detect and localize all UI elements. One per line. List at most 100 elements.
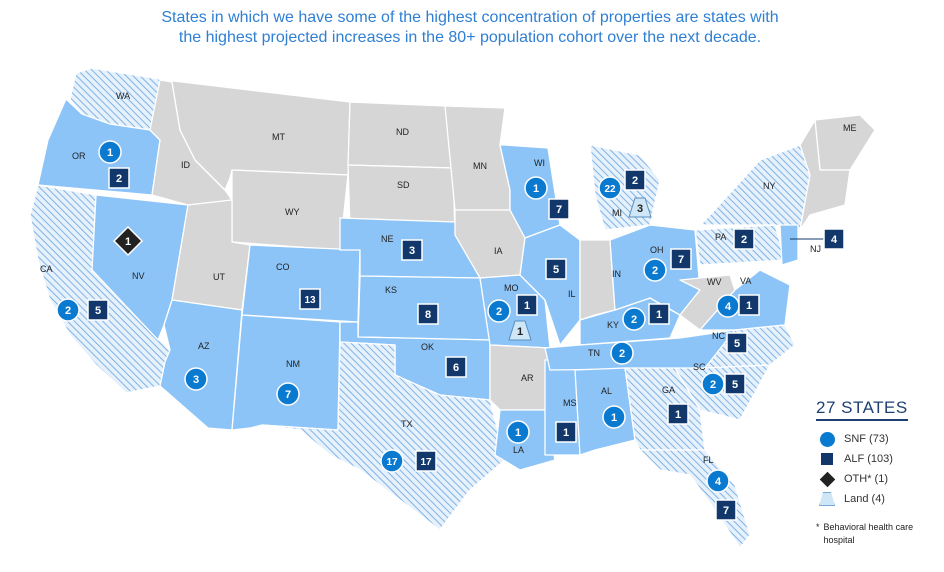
state-fl	[639, 449, 751, 549]
marker-value: 17	[386, 457, 398, 468]
land-icon	[819, 492, 835, 506]
marker-oh-alf: 7	[670, 248, 692, 270]
state-ar	[489, 344, 551, 411]
marker-value: 7	[723, 505, 729, 517]
state-nm	[231, 314, 341, 431]
state-label-ca: CA	[40, 264, 53, 274]
marker-wi-alf: 7	[548, 198, 570, 220]
marker-value: 1	[107, 147, 113, 159]
marker-mo-land: 1	[508, 320, 532, 341]
legend-item-oth: OTH* (1)	[816, 469, 942, 489]
state-label-nv: NV	[132, 271, 145, 281]
state-label-va: VA	[740, 276, 751, 286]
marker-az-snf: 3	[184, 367, 208, 391]
state-il	[519, 224, 581, 346]
state-label-nc: NC	[712, 331, 725, 341]
state-label-mt: MT	[272, 132, 285, 142]
state-label-az: AZ	[198, 341, 210, 351]
marker-value: 8	[425, 309, 431, 321]
legend-item-land: Land (4)	[816, 489, 942, 509]
marker-value: 4	[715, 476, 722, 488]
marker-mo-snf: 2	[487, 299, 511, 323]
marker-value: 5	[95, 305, 101, 317]
state-label-nd: ND	[396, 127, 409, 137]
marker-sc-snf: 2	[701, 372, 725, 396]
legend-label: SNF (73)	[844, 433, 889, 445]
state-label-mo: MO	[504, 283, 519, 293]
state-label-wa: WA	[116, 91, 130, 101]
marker-value: 2	[631, 314, 637, 326]
marker-value: 7	[556, 204, 562, 216]
marker-va-alf: 1	[738, 294, 760, 316]
state-label-ks: KS	[385, 285, 397, 295]
marker-value: 1	[656, 309, 662, 321]
marker-value: 2	[116, 173, 122, 185]
state-label-ky: KY	[607, 320, 619, 330]
marker-sc-alf: 5	[724, 373, 746, 395]
state-in	[579, 239, 616, 321]
marker-ga-alf: 1	[667, 403, 689, 425]
marker-fl-snf: 4	[706, 469, 730, 493]
state-sc	[674, 364, 771, 421]
state-label-wy: WY	[285, 207, 300, 217]
state-label-sd: SD	[397, 180, 410, 190]
marker-value: 2	[619, 348, 625, 360]
marker-tx-snf: 17	[380, 449, 404, 473]
marker-value: 5	[553, 264, 559, 276]
headline: States in which we have some of the high…	[161, 9, 779, 46]
state-label-tn: TN	[588, 348, 600, 358]
marker-value: 1	[524, 300, 530, 312]
marker-ca-alf: 5	[87, 299, 109, 321]
marker-tn-snf: 2	[610, 341, 634, 365]
marker-value: 1	[563, 427, 569, 439]
legend-label: ALF (103)	[844, 453, 893, 465]
state-label-nm: NM	[286, 359, 300, 369]
marker-ca-snf: 2	[56, 298, 80, 322]
marker-al-snf: 1	[602, 405, 626, 429]
state-label-al: AL	[601, 386, 612, 396]
marker-ne-alf: 3	[401, 239, 423, 261]
marker-value: 3	[409, 245, 415, 257]
marker-ky-alf: 1	[648, 303, 670, 325]
state-label-wv: WV	[707, 277, 722, 287]
state-label-ny: NY	[763, 181, 776, 191]
state-label-id: ID	[181, 160, 191, 170]
marker-il-alf: 5	[545, 258, 567, 280]
marker-mo-alf: 1	[516, 294, 538, 316]
legend-item-snf: SNF (73)	[816, 429, 942, 449]
marker-value: 6	[453, 362, 459, 374]
state-label-ne: NE	[381, 234, 394, 244]
state-nj	[779, 224, 799, 266]
state-co	[241, 244, 361, 323]
marker-mi-snf: 22	[598, 176, 622, 200]
marker-pa-alf: 2	[733, 228, 755, 250]
state-label-tx: TX	[401, 419, 413, 429]
marker-value: 2	[710, 379, 716, 391]
state-label-ia: IA	[494, 246, 503, 256]
marker-value: 5	[732, 379, 738, 391]
legend: 27 STATES SNF (73) ALF (103) OTH* (1) La…	[816, 398, 942, 547]
marker-mi-land: 3	[628, 197, 652, 218]
marker-value: 2	[741, 234, 747, 246]
marker-value: 2	[652, 265, 658, 277]
marker-ok-alf: 6	[445, 356, 467, 378]
marker-ks-alf: 8	[417, 303, 439, 325]
state-label-sc: SC	[693, 362, 706, 372]
state-label-ok: OK	[421, 342, 434, 352]
state-label-in: IN	[612, 269, 621, 279]
marker-value: 1	[517, 326, 523, 338]
marker-ky-snf: 2	[622, 307, 646, 331]
legend-label: OTH* (1)	[844, 473, 888, 485]
marker-value: 1	[125, 236, 131, 248]
marker-wi-snf: 1	[524, 176, 548, 200]
marker-value: 3	[637, 203, 643, 215]
marker-tx-alf: 17	[415, 450, 437, 472]
legend-item-alf: ALF (103)	[816, 449, 942, 469]
state-label-co: CO	[276, 262, 290, 272]
marker-value: 1	[611, 412, 617, 424]
marker-nj-alf: 4	[823, 228, 845, 250]
state-label-fl: FL	[703, 455, 714, 465]
marker-value: 13	[304, 295, 316, 306]
circle-icon	[819, 431, 835, 447]
